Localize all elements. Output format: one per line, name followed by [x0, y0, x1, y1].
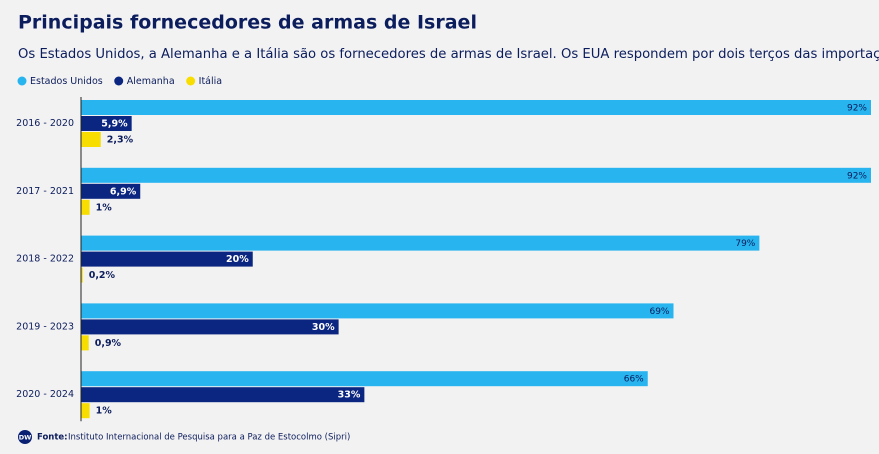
legend-label: Itália	[199, 76, 222, 87]
y-tick-label: 2018 - 2022	[16, 254, 74, 265]
bar	[81, 251, 253, 267]
y-tick-label: 2016 - 2020	[16, 118, 74, 129]
y-tick-label: 2020 - 2024	[16, 389, 74, 400]
bar	[81, 116, 132, 131]
value-label: 6,9%	[110, 186, 137, 197]
value-label: 0,9%	[95, 338, 122, 349]
bar	[81, 183, 141, 199]
legend-label: Estados Unidos	[30, 76, 103, 87]
value-label: 1%	[96, 202, 113, 213]
value-label: 79%	[735, 239, 755, 249]
legend-marker	[114, 76, 124, 86]
value-label: 33%	[338, 390, 361, 401]
legend-marker	[17, 76, 27, 86]
value-label: 69%	[649, 307, 669, 317]
legend-label: Alemanha	[127, 76, 175, 87]
bar	[81, 167, 871, 183]
bar	[81, 387, 365, 403]
bar	[81, 235, 760, 251]
value-label: 20%	[226, 254, 249, 265]
bar	[81, 403, 90, 419]
value-label: 5,9%	[101, 119, 128, 130]
logo: DW	[19, 434, 32, 442]
bar	[81, 199, 90, 215]
legend-marker	[186, 76, 196, 86]
chart-title: Principais fornecedores de armas de Isra…	[18, 12, 477, 34]
source: Instituto Internacional de Pesquisa para…	[68, 433, 350, 443]
bar	[81, 100, 871, 115]
chart-subtitle: Os Estados Unidos, a Alemanha e a Itália…	[18, 46, 879, 62]
value-label: 2,3%	[107, 135, 134, 146]
bar	[81, 371, 648, 387]
source-label: Fonte:	[37, 433, 68, 443]
bar	[81, 319, 339, 335]
bar	[81, 132, 101, 147]
bar	[81, 335, 89, 351]
logo-badge	[18, 430, 32, 444]
value-label: 0,2%	[89, 270, 116, 281]
bar	[81, 267, 83, 283]
value-label: 66%	[624, 375, 644, 385]
y-tick-label: 2019 - 2023	[16, 321, 74, 332]
bar	[81, 303, 674, 319]
value-label: 1%	[96, 406, 113, 417]
value-label: 92%	[847, 171, 867, 181]
value-label: 92%	[847, 104, 867, 114]
y-tick-label: 2017 - 2021	[16, 186, 74, 197]
value-label: 30%	[312, 322, 335, 333]
